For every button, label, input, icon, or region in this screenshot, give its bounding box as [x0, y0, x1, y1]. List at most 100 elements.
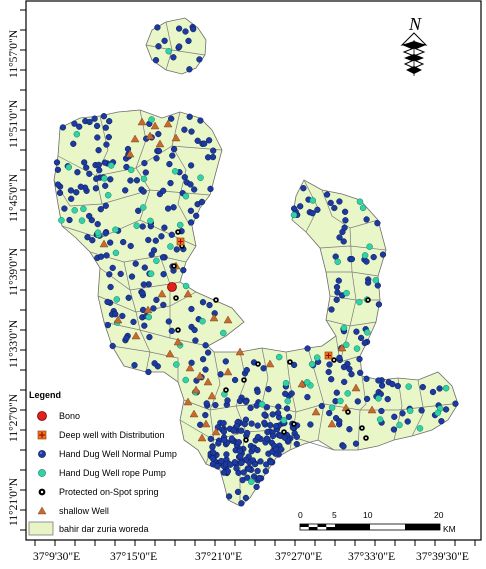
normal-pump-marker [170, 204, 177, 211]
normal-pump-marker [353, 328, 360, 335]
normal-pump-marker [241, 420, 248, 428]
normal-pump-marker [236, 447, 243, 455]
normal-pump-marker [191, 326, 198, 334]
normal-pump-marker [341, 378, 348, 386]
rope-pump-marker [328, 404, 336, 411]
normal-pump-marker [127, 242, 134, 250]
normal-pump-marker [247, 404, 254, 412]
lat-label-2: 11°51'0"N [8, 99, 20, 148]
lat-label-3: 11°45'0"N [8, 173, 20, 222]
normal-pump-marker [363, 375, 370, 382]
rope-pump-marker [133, 222, 140, 229]
protected-spring-points [171, 229, 371, 443]
normal-pump-marker [290, 361, 298, 369]
normal-pump-marker [102, 182, 109, 189]
normal-pump-marker [340, 238, 347, 245]
normal-pump-marker [336, 198, 343, 205]
normal-pump-marker [54, 181, 62, 188]
rope-pump-marker [107, 162, 115, 169]
normal-pump-marker [139, 289, 146, 297]
normal-pump-marker [96, 167, 103, 174]
normal-pump-marker [186, 113, 193, 120]
normal-pump-marker [390, 426, 398, 433]
normal-pump-marker [147, 223, 154, 230]
normal-pump-marker [188, 305, 195, 313]
bono-icon [37, 411, 47, 421]
normal-pump-marker [204, 349, 212, 356]
normal-pump-marker [354, 398, 361, 405]
north-arrow-icon: N [400, 14, 428, 76]
normal-pump-marker [214, 463, 221, 470]
rope-pump-marker [58, 217, 65, 224]
normal-pump-marker [117, 270, 124, 278]
normal-pump-marker [168, 231, 175, 238]
normal-pump-marker [109, 264, 116, 272]
normal-pump-marker [254, 433, 262, 441]
normal-pump-marker [283, 405, 291, 412]
normal-pump-marker [199, 299, 207, 306]
rope-pump-marker [139, 204, 147, 211]
normal-pump-marker [67, 187, 75, 194]
normal-pump-marker [141, 264, 148, 271]
normal-pump-marker [254, 422, 261, 429]
normal-pump-marker [282, 390, 289, 397]
normal-pump-marker [198, 198, 206, 206]
rope-pump-marker [80, 205, 87, 213]
normal-pump-marker [194, 137, 201, 144]
normal-pump-marker [374, 220, 381, 227]
legend-label-normal-pump: Hand Dug Well Normal Pump [59, 449, 177, 459]
bottom-tick-marks [34, 540, 476, 546]
normal-pump-marker [81, 159, 88, 166]
normal-pump-marker [77, 183, 84, 190]
rope-pump-marker [343, 289, 350, 297]
rope-pump-marker [376, 416, 384, 423]
normal-pump-marker [91, 115, 98, 122]
normal-pump-marker [148, 251, 155, 258]
normal-pump-marker [207, 435, 214, 443]
normal-pump-marker [228, 435, 236, 442]
normal-pump-marker [336, 354, 343, 361]
normal-pump-marker [399, 410, 406, 417]
normal-pump-marker [346, 426, 353, 433]
normal-pump-marker [248, 420, 255, 427]
normal-pump-marker [326, 361, 333, 368]
normal-pump-marker [237, 453, 244, 460]
normal-pump-marker [223, 451, 230, 458]
normal-pump-marker [293, 440, 300, 448]
normal-pump-marker [103, 252, 110, 259]
normal-pump-marker [227, 461, 234, 468]
north-arrow-letter: N [408, 14, 422, 34]
normal-pump-marker [234, 488, 242, 496]
woreda-area-icon [28, 521, 54, 536]
normal-pump-marker [209, 455, 216, 462]
normal-pump-marker [84, 234, 91, 241]
normal-pump-marker [274, 409, 282, 417]
normal-pump-marker [210, 147, 217, 154]
normal-pump-marker [170, 54, 177, 61]
normal-pump-marker [107, 239, 114, 246]
normal-pump-marker [260, 365, 267, 372]
normal-pump-marker [102, 230, 109, 237]
lat-label-1: 11°57'0"N [8, 29, 20, 78]
shallow-well-points [99, 117, 377, 442]
normal-pump-marker [165, 318, 172, 325]
normal-pump-marker [68, 195, 75, 202]
normal-pump-marker [119, 312, 126, 320]
normal-pump-marker [181, 174, 188, 181]
scale-unit: KM [443, 524, 456, 534]
normal-pump-marker [357, 334, 365, 342]
rope-pump-marker [71, 207, 78, 214]
rope-pump-marker [359, 204, 367, 212]
normal-pump-marker [254, 388, 261, 395]
normal-pump-marker [244, 429, 251, 437]
normal-pump-marker [245, 465, 252, 473]
normal-pump-marker [285, 413, 293, 421]
normal-pump-marker [233, 422, 241, 430]
normal-pump-marker [221, 437, 228, 444]
rope-pump-marker [153, 257, 160, 265]
legend-label-bono: Bono [59, 411, 80, 421]
normal-pump-marker [231, 376, 239, 384]
normal-pump-marker [192, 337, 199, 344]
rope-pump-marker [182, 192, 190, 200]
